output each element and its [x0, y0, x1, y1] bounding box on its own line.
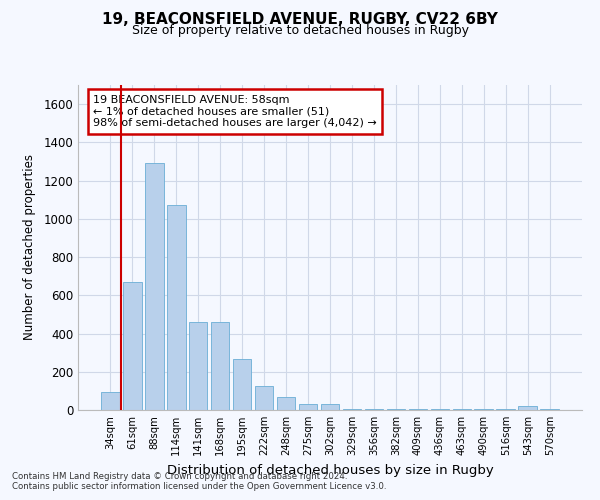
Text: 19 BEACONSFIELD AVENUE: 58sqm
← 1% of detached houses are smaller (51)
98% of se: 19 BEACONSFIELD AVENUE: 58sqm ← 1% of de… [93, 94, 377, 128]
Bar [233, 360, 251, 410]
Bar [101, 392, 119, 410]
Bar [167, 206, 185, 410]
Bar [123, 282, 142, 410]
Bar [211, 322, 229, 410]
Bar [189, 322, 208, 410]
Text: Contains HM Land Registry data © Crown copyright and database right 2024.: Contains HM Land Registry data © Crown c… [12, 472, 347, 481]
Text: Size of property relative to detached houses in Rugby: Size of property relative to detached ho… [131, 24, 469, 37]
Text: Contains public sector information licensed under the Open Government Licence v3: Contains public sector information licen… [12, 482, 386, 491]
Bar [255, 386, 274, 410]
Bar [299, 404, 317, 410]
Text: 19, BEACONSFIELD AVENUE, RUGBY, CV22 6BY: 19, BEACONSFIELD AVENUE, RUGBY, CV22 6BY [102, 12, 498, 28]
Y-axis label: Number of detached properties: Number of detached properties [23, 154, 37, 340]
Bar [320, 404, 340, 410]
X-axis label: Distribution of detached houses by size in Rugby: Distribution of detached houses by size … [167, 464, 493, 476]
Bar [145, 164, 164, 410]
Bar [277, 396, 295, 410]
Bar [518, 406, 537, 410]
